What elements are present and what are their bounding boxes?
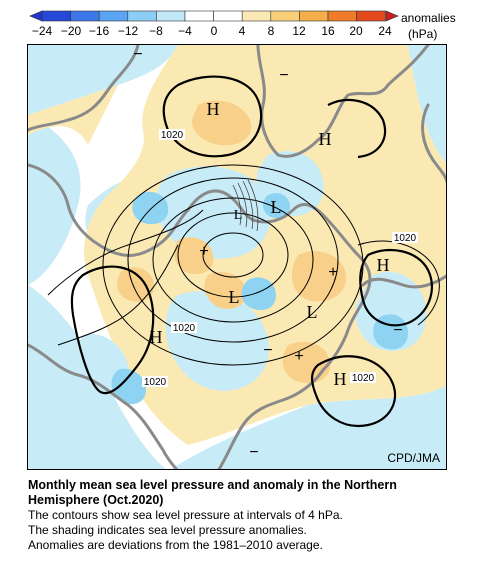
anomaly-colorbar: −24 −20 −16 −12 −8 −4 0 4 8 12 16 20 24 … [0, 0, 480, 44]
colorbar-tick: 0 [210, 24, 218, 38]
colorbar-swatch [70, 10, 100, 22]
plus-sign: + [328, 264, 337, 281]
colorbar-right-arrow [385, 10, 399, 22]
credit-label: CPD/JMA [387, 451, 440, 465]
high-label: H [150, 327, 163, 347]
isobar-value-labels: 1020 1020 1020 1020 1020 [142, 129, 418, 388]
colorbar-tick: −8 [149, 24, 163, 38]
pressure-center-labels: H H H H H L L L L [150, 99, 390, 389]
low-label: L [234, 208, 243, 223]
figure-caption: Monthly mean sea level pressure and anom… [28, 478, 468, 553]
colorbar-swatch [327, 10, 357, 22]
colorbar-swatch [270, 10, 300, 22]
low-label: L [229, 287, 240, 307]
colorbar-tick: −12 [117, 24, 139, 38]
polar-stereographic-map: H H H H H L L L L 1020 1020 1020 1020 10… [27, 44, 447, 470]
minus-sign: − [279, 67, 288, 84]
colorbar-swatch [213, 10, 243, 22]
colorbar-swatch [127, 10, 157, 22]
isobar-label: 1020 [394, 233, 417, 244]
colorbar-swatch [156, 10, 186, 22]
minus-sign: − [263, 342, 272, 359]
plus-sign: + [199, 243, 208, 260]
colorbar-units-label-2: (hPa) [408, 27, 438, 41]
colorbar-tick: −4 [178, 24, 192, 38]
colorbar-swatch [299, 10, 329, 22]
colorbar-tick: 24 [378, 24, 392, 38]
colorbar-tick: −16 [88, 24, 110, 38]
colorbar-tick: 20 [349, 24, 363, 38]
colorbar-swatch [184, 10, 214, 22]
colorbar-left-arrow [29, 10, 43, 22]
minus-sign: − [133, 46, 142, 63]
minus-sign: − [393, 322, 402, 339]
colorbar-tick: 8 [267, 24, 275, 38]
strong-positive-anomaly-shading [116, 100, 347, 384]
high-label: H [334, 369, 347, 389]
colorbar-tick: 16 [321, 24, 335, 38]
colorbar-tick: 4 [238, 24, 246, 38]
isobar-label: 1020 [352, 373, 375, 384]
caption-title-line-1: Monthly mean sea level pressure and anom… [28, 478, 397, 492]
low-label: L [307, 302, 318, 322]
colorbar-swatch [41, 10, 71, 22]
colorbar-swatch [241, 10, 272, 22]
caption-line: The shading indicates sea level pressure… [28, 523, 307, 537]
greenland-contours [232, 179, 259, 232]
anomaly-sign-labels: + + + − − − − − [133, 46, 402, 461]
colorbar-swatch [356, 10, 386, 22]
minus-sign: − [249, 444, 258, 461]
map-canvas: H H H H H L L L L 1020 1020 1020 1020 10… [28, 45, 446, 469]
colorbar-tick: −20 [60, 24, 82, 38]
colorbar-tick: −24 [31, 24, 53, 38]
colorbar-swatch [98, 10, 129, 22]
high-label: H [319, 129, 332, 149]
caption-title-line-2: Hemisphere (Oct.2020) [28, 493, 164, 507]
colorbar-tick: 12 [292, 24, 306, 38]
low-label: L [271, 197, 282, 217]
isobar-label: 1020 [144, 377, 167, 388]
colorbar-swatches [29, 10, 399, 22]
high-label: H [377, 255, 390, 275]
isobar-label: 1020 [161, 130, 184, 141]
caption-line: Anomalies are deviations from the 1981–2… [28, 538, 323, 552]
caption-line: The contours show sea level pressure at … [28, 508, 343, 522]
high-label: H [207, 99, 220, 119]
bold-isobars-1020 [70, 75, 433, 428]
plus-sign: + [294, 348, 303, 365]
isobar-label: 1020 [173, 323, 196, 334]
colorbar-units-label: anomalies [401, 11, 456, 25]
